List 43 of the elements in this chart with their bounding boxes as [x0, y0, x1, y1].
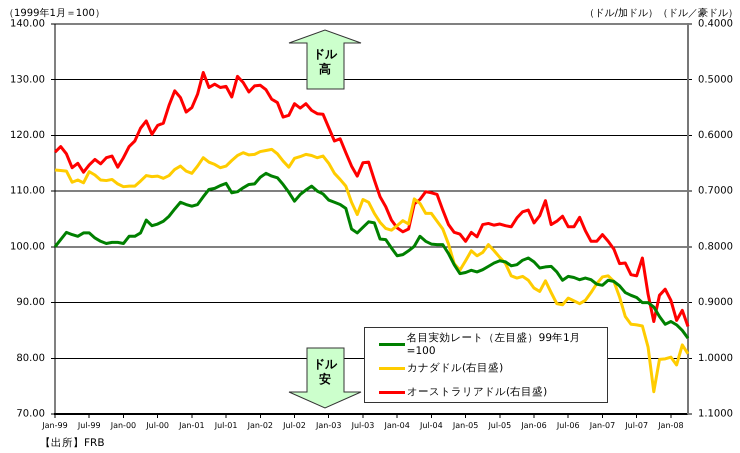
x-tick-label: Jul-07 [624, 420, 648, 430]
x-tick-label: Jul-00 [145, 420, 170, 430]
y2-tick-label: 1.1000 [698, 408, 733, 420]
x-tick-label: Jan-03 [315, 420, 342, 430]
y2-tick-label: 0.4000 [698, 18, 733, 30]
x-tick-label: Jan-02 [246, 420, 273, 430]
y2-axis-title: （ドル/加ドル）（ドル／豪ドル） [584, 6, 738, 19]
x-tick-label: Jul-01 [214, 420, 238, 430]
annotation: ドル高 [312, 47, 338, 77]
text: 【出所】FRB [40, 436, 105, 450]
x-tick-label: Jul-99 [76, 420, 101, 430]
annotation: ドル安 [312, 357, 338, 387]
legend-label: 名目実効レート（左目盛）99年1月=100 [406, 331, 582, 357]
x-tick-label: Jan-07 [588, 420, 616, 430]
x-tick-label: Jul-03 [350, 420, 374, 430]
x-tick-label: Jul-02 [282, 420, 306, 430]
legend-label: オーストラリアドル(右目盛) [407, 385, 548, 399]
x-tick-label: Jan-04 [383, 420, 410, 430]
x-tick-label: Jul-05 [487, 420, 512, 430]
y-tick-label: 120.00 [10, 130, 45, 142]
x-tick-label: Jan-06 [520, 420, 547, 430]
y-tick-label: 140.00 [10, 18, 45, 30]
y2-tick-label: 0.8000 [698, 241, 733, 252]
y2-tick-label: 0.7000 [698, 186, 733, 197]
x-tick-label: Jul-04 [419, 420, 443, 430]
y2-tick-label: 0.5000 [698, 74, 733, 86]
x-tick-label: Jan-08 [657, 420, 684, 430]
x-tick-label: Jul-06 [556, 420, 580, 430]
y-axis-title: （1999年1月＝100） [4, 7, 105, 19]
y-tick-label: 130.00 [10, 74, 45, 86]
y2-tick-label: 0.9000 [698, 297, 733, 308]
y2-tick-label: 0.6000 [698, 130, 733, 142]
x-tick-label: Jan-99 [41, 420, 68, 430]
x-tick-label: Jan-01 [178, 420, 205, 430]
y-tick-label: 110.00 [10, 186, 45, 197]
x-tick-label: Jan-00 [110, 420, 136, 430]
y-tick-label: 100.00 [10, 241, 45, 252]
y-tick-label: 80.00 [16, 352, 45, 364]
y-tick-label: 70.00 [16, 408, 45, 420]
x-tick-label: Jan-05 [452, 420, 478, 430]
legend-label: カナダドル(右目盛) [407, 361, 504, 375]
y-tick-label: 90.00 [16, 297, 45, 308]
y2-tick-label: 1.0000 [698, 352, 733, 364]
